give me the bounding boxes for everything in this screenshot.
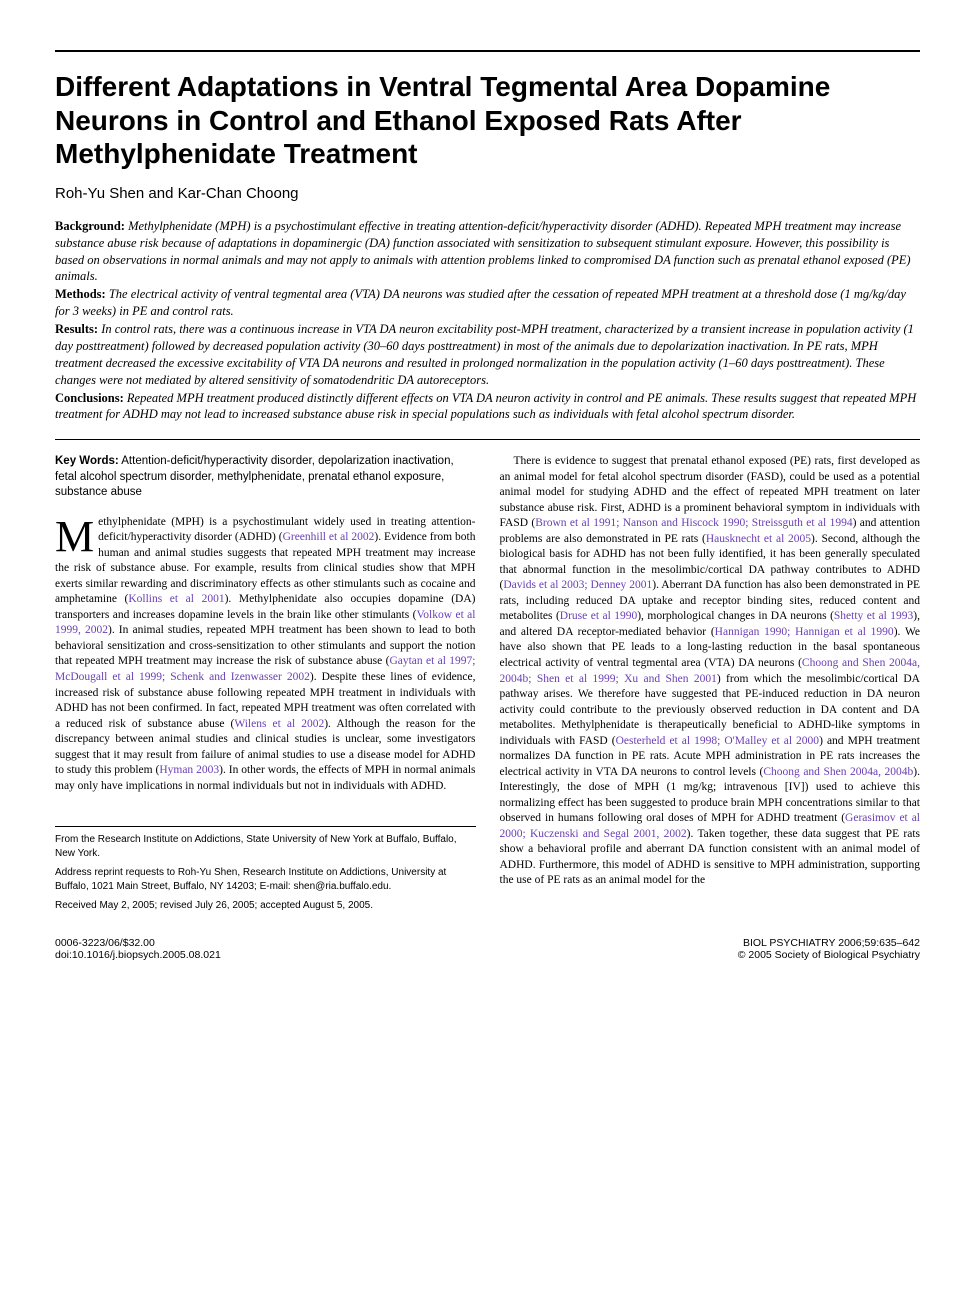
article-title: Different Adaptations in Ventral Tegment… <box>55 70 920 171</box>
mid-rule <box>55 439 920 440</box>
keywords-label: Key Words: <box>55 455 119 467</box>
abstract-methods-label: Methods: <box>55 287 106 301</box>
footer-copyright: © 2005 Society of Biological Psychiatry <box>738 949 920 961</box>
abstract-background-text: Methylphenidate (MPH) is a psychostimula… <box>55 219 911 284</box>
citation[interactable]: Hannigan 1990; Hannigan et al 1990 <box>715 626 894 638</box>
citation[interactable]: Shetty et al 1993 <box>834 610 913 622</box>
citation[interactable]: Choong and Shen 2004a, 2004b <box>763 766 913 778</box>
abstract-conclusions-text: Repeated MPH treatment produced distinct… <box>55 391 916 422</box>
citation[interactable]: Brown et al 1991; Nanson and Hiscock 199… <box>535 517 852 529</box>
abstract-conclusions-label: Conclusions: <box>55 391 124 405</box>
abstract-results-text: In control rats, there was a continuous … <box>55 322 914 387</box>
citation[interactable]: Hyman 2003 <box>159 764 219 776</box>
abstract-methods: Methods: The electrical activity of vent… <box>55 286 920 320</box>
footnote-rule <box>55 826 476 827</box>
footer-right: BIOL PSYCHIATRY 2006;59:635–642 © 2005 S… <box>738 937 920 961</box>
citation[interactable]: Kollins et al 2001 <box>128 593 224 605</box>
footnote-correspondence: Address reprint requests to Roh-Yu Shen,… <box>55 866 476 893</box>
body-columns: Key Words: Attention-deficit/hyperactivi… <box>55 454 920 918</box>
abstract-block: Background: Methylphenidate (MPH) is a p… <box>55 218 920 424</box>
abstract-background: Background: Methylphenidate (MPH) is a p… <box>55 218 920 286</box>
footer-issn: 0006-3223/06/$32.00 <box>55 937 221 949</box>
body-paragraph-2: There is evidence to suggest that prenat… <box>500 454 921 888</box>
column-left: Key Words: Attention-deficit/hyperactivi… <box>55 454 476 918</box>
abstract-methods-text: The electrical activity of ventral tegme… <box>55 287 906 318</box>
abstract-conclusions: Conclusions: Repeated MPH treatment prod… <box>55 390 920 424</box>
keywords-block: Key Words: Attention-deficit/hyperactivi… <box>55 454 476 501</box>
authors: Roh-Yu Shen and Kar-Chan Choong <box>55 185 920 202</box>
citation[interactable]: Druse et al 1990 <box>560 610 637 622</box>
footer-journal: BIOL PSYCHIATRY 2006;59:635–642 <box>738 937 920 949</box>
abstract-results-label: Results: <box>55 322 98 336</box>
citation[interactable]: Greenhill et al 2002 <box>283 531 375 543</box>
footnote-affiliation: From the Research Institute on Addiction… <box>55 833 476 860</box>
top-rule <box>55 50 920 52</box>
p2-seg-e: ), morphological changes in DA neurons ( <box>637 610 834 622</box>
abstract-background-label: Background: <box>55 219 125 233</box>
column-right: There is evidence to suggest that prenat… <box>500 454 921 918</box>
citation[interactable]: Wilens et al 2002 <box>234 718 324 730</box>
citation[interactable]: Davids et al 2003; Denney 2001 <box>503 579 652 591</box>
footer-left: 0006-3223/06/$32.00 doi:10.1016/j.biopsy… <box>55 937 221 961</box>
footnote-dates: Received May 2, 2005; revised July 26, 2… <box>55 899 476 913</box>
footer-doi: doi:10.1016/j.biopsych.2005.08.021 <box>55 949 221 961</box>
body-paragraph-1: Methylphenidate (MPH) is a psychostimula… <box>55 515 476 794</box>
dropcap: M <box>55 515 98 555</box>
abstract-results: Results: In control rats, there was a co… <box>55 321 920 389</box>
page-footer: 0006-3223/06/$32.00 doi:10.1016/j.biopsy… <box>55 937 920 961</box>
citation[interactable]: Hausknecht et al 2005 <box>706 533 811 545</box>
citation[interactable]: Oesterheld et al 1998; O'Malley et al 20… <box>616 735 819 747</box>
